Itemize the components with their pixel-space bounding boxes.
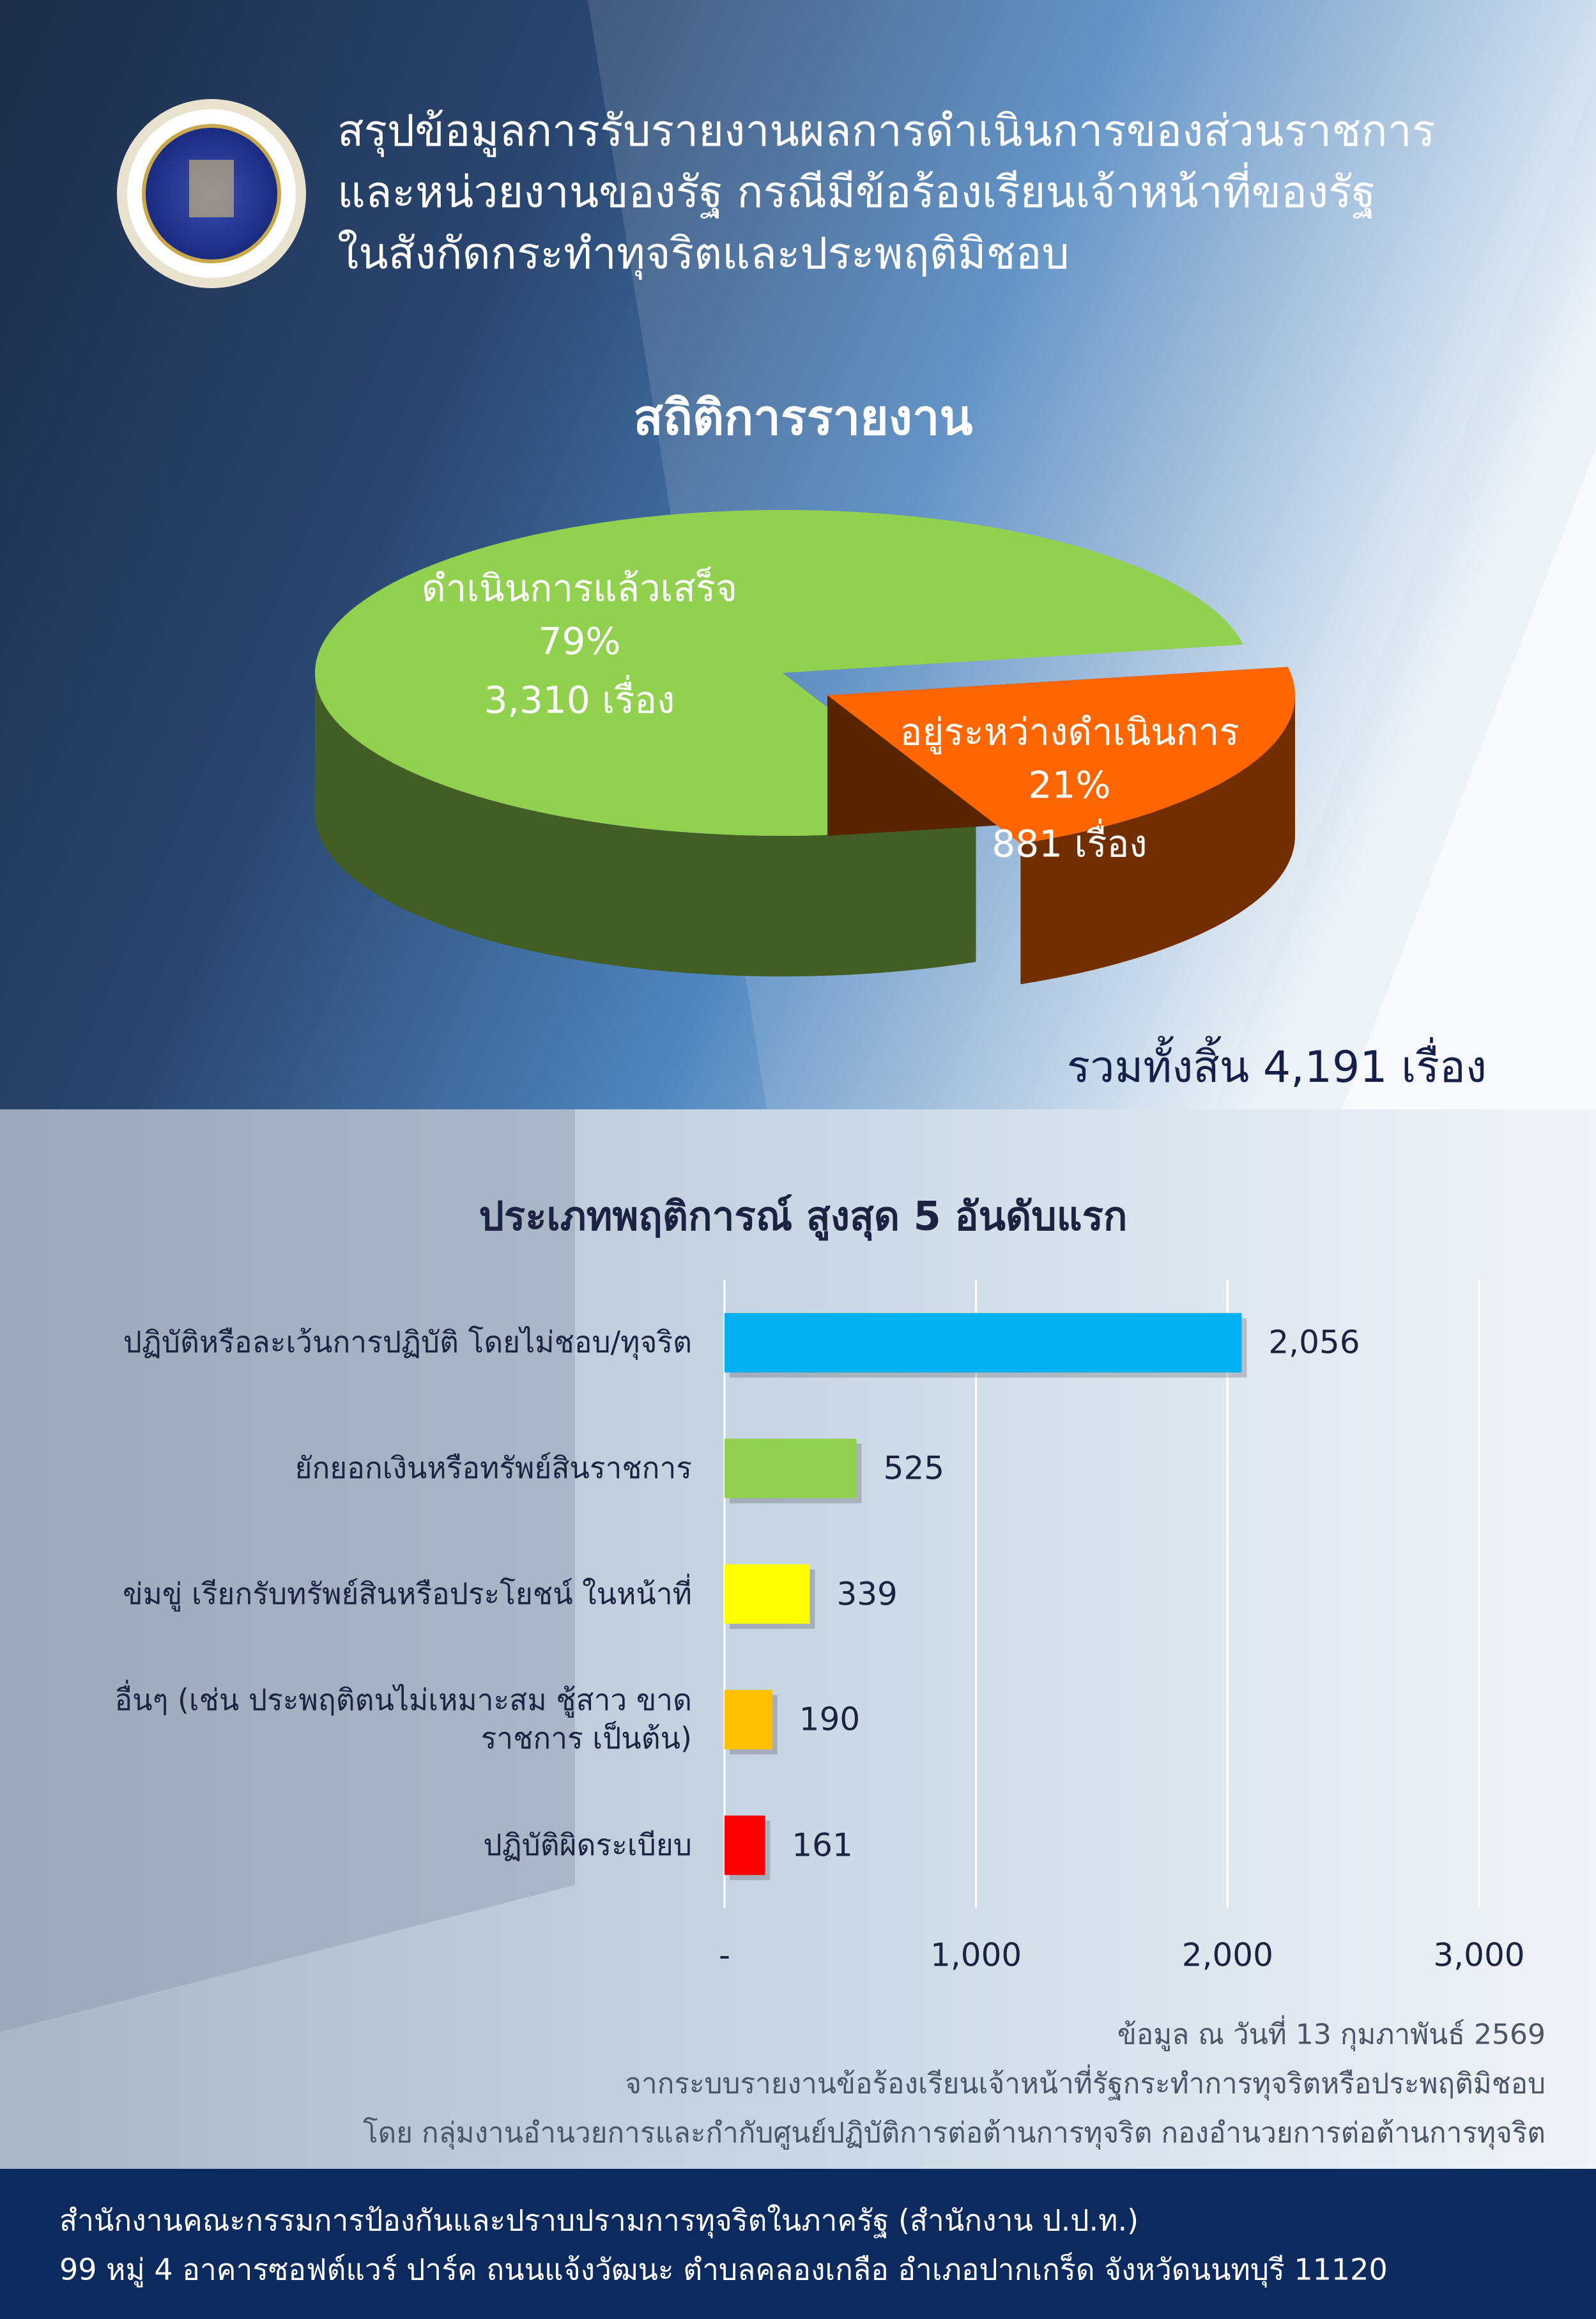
category-label: ข่มขู่ เรียกรับทรัพย์สินหรือประโยชน์ ในห…	[123, 1576, 692, 1611]
slice-label: ดำเนินการแล้วเสร็จ	[421, 566, 738, 610]
header-title: ในสังกัดกระทำทุจริตและประพฤติมิชอบ	[337, 228, 1070, 279]
chart-title: ประเภทพฤติการณ์ สูงสุด 5 อันดับแรก	[479, 1192, 1128, 1240]
slice-count: 881 เรื่อง	[992, 822, 1147, 866]
x-tick-label: 3,000	[1433, 1936, 1525, 1974]
shade-panel	[0, 1109, 575, 2032]
pie-slice-side	[315, 673, 976, 977]
category-label: อื่นๆ (เช่น ประพฤติตนไม่เหมาะสม ชู้สาว ข…	[114, 1683, 692, 1756]
slice-count: 3,310 เรื่อง	[484, 678, 675, 722]
category-label: ปฏิบัติผิดระเบียบ	[483, 1827, 692, 1862]
value-label: 190	[799, 1700, 861, 1738]
light-beam	[1342, 447, 1596, 1109]
footer-text: 99 หมู่ 4 อาคารซอฟต์แวร์ ปาร์ค ถนนแจ้งวั…	[59, 2252, 1388, 2287]
pie-slice	[314, 510, 1243, 836]
footer-text: สำนักงานคณะกรรมการป้องกันและปราบปรามการท…	[59, 2203, 1139, 2238]
x-tick-label: 1,000	[930, 1936, 1022, 1974]
pie-slice	[827, 666, 1295, 844]
slice-percent: 21%	[1028, 763, 1111, 807]
value-label: 339	[836, 1575, 898, 1612]
header-title: สรุปข้อมูลการรับรายงานผลการดำเนินการของส…	[337, 105, 1436, 157]
source-note: จากระบบรายงานข้อร้องเรียนเจ้าหน้าที่รัฐก…	[625, 2067, 1546, 2100]
pie-slice-side	[1020, 695, 1295, 985]
category-label: ปฏิบัติหรือละเว้นการปฏิบัติ โดยไม่ชอบ/ทุ…	[123, 1325, 692, 1360]
chart-title: สถิติการรายงาน	[633, 389, 973, 446]
value-label: 161	[792, 1826, 853, 1863]
total-label: รวมทั้งสิ้น 4,191 เรื่อง	[1066, 1042, 1487, 1093]
bar	[725, 1815, 765, 1876]
lower-background	[0, 1109, 1596, 2169]
source-note: โดย กลุ่มงานอำนวยการและกำกับศูนย์ปฏิบัติ…	[362, 2116, 1546, 2150]
footer-band	[0, 2169, 1596, 2319]
category-label: ยักยอกเงินหรือทรัพย์สินราชการ	[295, 1450, 693, 1485]
bar	[725, 1313, 1242, 1373]
bar	[725, 1690, 772, 1750]
value-label: 525	[883, 1449, 945, 1487]
slice-label: อยู่ระหว่างดำเนินการ	[900, 710, 1239, 754]
logo-figure	[189, 160, 234, 217]
slice-percent: 79%	[538, 619, 621, 663]
bar	[725, 1564, 810, 1624]
x-tick-label: -	[718, 1936, 731, 1974]
logo-border	[142, 124, 281, 263]
source-note: ข้อมูล ณ วันที่ 13 กุมภาพันธ์ 2569	[1117, 2018, 1546, 2051]
header-title: และหน่วยงานของรัฐ กรณีมีข้อร้องเรียนเจ้า…	[337, 167, 1376, 218]
bar	[725, 1438, 857, 1498]
logo	[117, 99, 306, 288]
value-label: 2,056	[1268, 1323, 1360, 1361]
x-tick-label: 2,000	[1181, 1936, 1273, 1974]
